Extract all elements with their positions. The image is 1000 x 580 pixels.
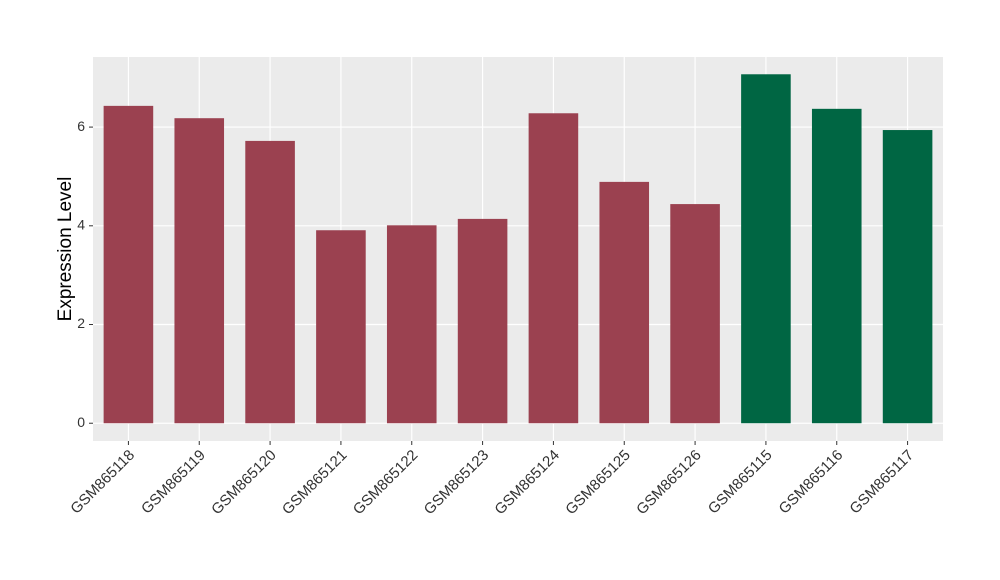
y-axis-title: Expression Level [55,177,76,322]
x-tick-label: GSM865122 [350,447,422,519]
bar [457,218,508,424]
x-tick-label: GSM865121 [279,447,351,519]
bar [741,74,791,424]
bar [174,118,225,424]
bar [386,225,437,424]
bar [103,105,154,424]
y-tick-label: 6 [77,118,85,134]
bar [245,140,295,424]
bar [599,181,650,424]
x-tick-label: GSM865120 [208,447,280,519]
x-tick-label: GSM865123 [421,447,493,519]
x-tick-label: GSM865115 [705,447,776,518]
bar [811,108,862,424]
plot-panel [93,57,943,441]
y-tick-label: 0 [77,414,85,430]
x-tick-label: GSM865124 [491,447,563,519]
x-tick-label: GSM865125 [562,447,634,519]
y-tick-label: 2 [77,315,85,331]
x-tick-label: GSM865117 [846,447,917,518]
y-tick-label: 4 [77,217,85,233]
bar [670,204,720,424]
bar [316,230,366,424]
x-tick-label: GSM865116 [776,447,847,518]
bar [882,130,933,424]
x-tick-label: GSM865119 [138,447,209,518]
x-tick-label: GSM865126 [633,447,705,519]
bar [528,113,579,424]
x-tick-label: GSM865118 [67,447,138,518]
